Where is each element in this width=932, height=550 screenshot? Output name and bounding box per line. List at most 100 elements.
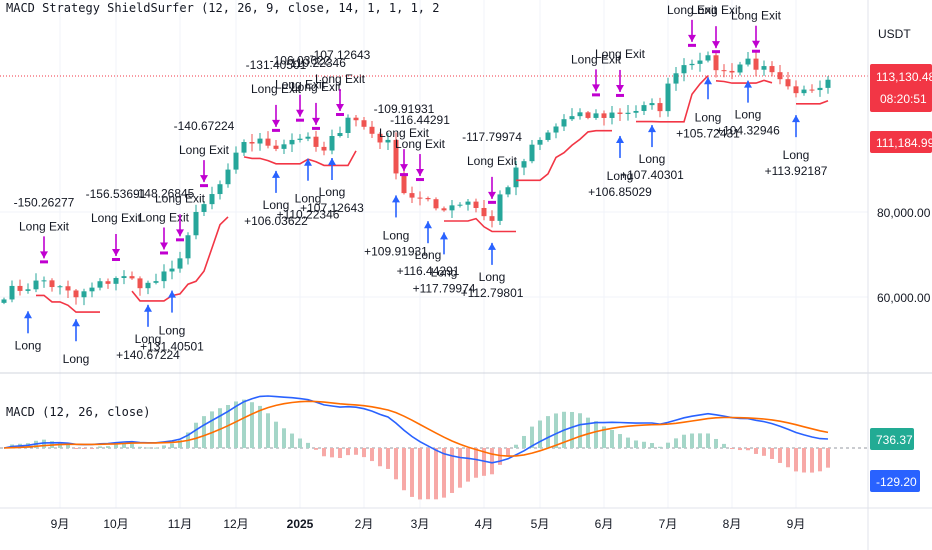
candle-body[interactable] <box>417 197 423 199</box>
candle-body[interactable] <box>17 285 23 291</box>
exit-marker[interactable]: Long Exit -106.03622 <box>270 54 331 122</box>
candle-body[interactable] <box>161 271 167 282</box>
candle-body[interactable] <box>97 281 103 288</box>
candles[interactable] <box>1 51 831 306</box>
exit-marker[interactable]: Long Exit <box>667 3 718 47</box>
candle-body[interactable] <box>305 136 311 139</box>
candle-body[interactable] <box>761 66 767 70</box>
candle-body[interactable] <box>377 133 383 143</box>
candle-body[interactable] <box>817 87 823 91</box>
candle-body[interactable] <box>33 280 39 290</box>
candle-body[interactable] <box>145 282 151 289</box>
entry-marker[interactable]: Long +105.72431 <box>676 77 740 140</box>
candle-body[interactable] <box>393 139 399 174</box>
candle-body[interactable] <box>753 58 759 70</box>
candle-body[interactable] <box>209 194 215 205</box>
entry-marker[interactable]: Long +113.92187 <box>765 115 828 178</box>
candle-body[interactable] <box>609 112 615 118</box>
candle-body[interactable] <box>465 201 471 205</box>
candle-body[interactable] <box>641 105 647 111</box>
exit-marker[interactable]: Long Exit -131.40501 <box>246 58 307 132</box>
exit-marker[interactable]: Long Exit -140.67224 <box>174 119 235 188</box>
candle-body[interactable] <box>177 258 183 269</box>
candle-body[interactable] <box>433 199 439 209</box>
candle-body[interactable] <box>713 55 719 71</box>
entry-marker[interactable]: Long +107.12643 <box>300 158 364 215</box>
candle-body[interactable] <box>121 276 127 278</box>
entry-marker[interactable]: Long <box>63 319 90 366</box>
candle-body[interactable] <box>57 286 63 288</box>
candle-body[interactable] <box>345 117 351 134</box>
candle-body[interactable] <box>297 138 303 140</box>
exit-marker[interactable]: Long Exit -117.79974 <box>462 130 522 204</box>
candle-body[interactable] <box>737 64 743 73</box>
candle-body[interactable] <box>777 72 783 80</box>
exit-marker[interactable]: Long Exit -110.22346 <box>286 56 346 130</box>
candle-body[interactable] <box>225 169 231 185</box>
price-scale[interactable]: USDT 80,000.00 60,000.00 113,130.48 08:2… <box>867 0 932 550</box>
candle-body[interactable] <box>289 139 295 145</box>
entry-marker[interactable]: Long+116.44291 <box>397 221 460 278</box>
candle-body[interactable] <box>129 276 135 279</box>
candle-body[interactable] <box>537 139 543 145</box>
candle-body[interactable] <box>425 198 431 200</box>
candle-body[interactable] <box>105 281 111 284</box>
candle-body[interactable] <box>41 280 47 282</box>
candle-body[interactable] <box>201 204 207 212</box>
candle-body[interactable] <box>361 120 367 127</box>
candle-body[interactable] <box>233 152 239 170</box>
macd-pane[interactable]: MACD (12, 26, close) <box>0 395 868 500</box>
candle-body[interactable] <box>185 235 191 259</box>
candle-body[interactable] <box>73 290 79 298</box>
candle-body[interactable] <box>825 79 831 88</box>
candle-body[interactable] <box>553 126 559 133</box>
candle-body[interactable] <box>1 299 7 303</box>
entry-marker[interactable]: Long +110.22346 <box>277 158 340 222</box>
candle-body[interactable] <box>265 138 271 146</box>
candle-body[interactable] <box>169 268 175 272</box>
entry-marker[interactable]: Long +109.91931 <box>364 195 428 258</box>
candle-body[interactable] <box>577 112 583 117</box>
candle-body[interactable] <box>497 194 503 221</box>
candle-body[interactable] <box>385 139 391 143</box>
candle-body[interactable] <box>281 144 287 149</box>
candle-body[interactable] <box>729 70 735 73</box>
exit-marker[interactable]: Long Exit <box>595 47 646 97</box>
candle-body[interactable] <box>313 136 319 147</box>
entry-marker[interactable]: Long +104.32946 <box>716 80 780 138</box>
candle-body[interactable] <box>697 60 703 64</box>
candle-body[interactable] <box>217 184 223 195</box>
candle-body[interactable] <box>369 126 375 134</box>
candle-body[interactable] <box>441 208 447 211</box>
candle-body[interactable] <box>25 289 31 291</box>
candle-body[interactable] <box>401 173 407 194</box>
exit-marker[interactable]: Long Exit -109.91931 <box>374 102 435 177</box>
candle-body[interactable] <box>249 142 255 144</box>
candle-body[interactable] <box>9 285 15 300</box>
candle-body[interactable] <box>113 277 119 284</box>
candle-body[interactable] <box>689 63 695 66</box>
exit-marker[interactable]: Long Exit <box>571 52 622 97</box>
candle-body[interactable] <box>489 216 495 221</box>
candle-body[interactable] <box>657 103 663 112</box>
entry-marker[interactable]: Long +107.40301 <box>620 125 684 182</box>
entry-marker[interactable]: Long +140.67224 <box>116 304 180 362</box>
candle-body[interactable] <box>241 142 247 153</box>
candle-body[interactable] <box>705 55 711 61</box>
exit-marker[interactable]: Long Exit -148.26845 <box>134 186 195 255</box>
candle-body[interactable] <box>457 204 463 206</box>
exit-marker[interactable]: Long Exit -107.12643 <box>310 48 371 117</box>
candle-body[interactable] <box>153 281 159 283</box>
entry-marker[interactable]: Long +106.85029 <box>588 135 652 199</box>
candle-body[interactable] <box>625 112 631 114</box>
candle-body[interactable] <box>49 280 55 288</box>
exit-marker[interactable]: Long Exit <box>731 9 782 53</box>
entry-marker[interactable]: Long +131.40501 <box>140 290 204 354</box>
entry-marker[interactable]: Long <box>15 311 42 352</box>
exit-marker[interactable]: Long Exit -150.26277 <box>14 195 75 264</box>
candle-body[interactable] <box>137 278 143 289</box>
exit-marker[interactable]: Long Exit -116.44291 <box>390 113 450 182</box>
